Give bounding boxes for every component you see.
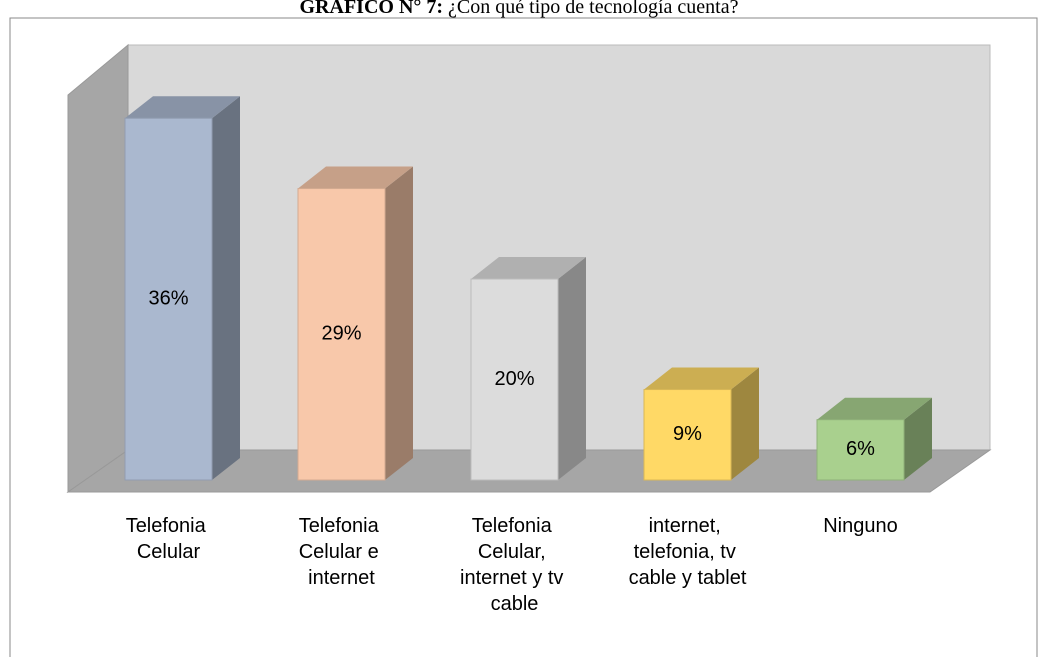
bar bbox=[643, 367, 759, 481]
x-tick-label: Ninguno bbox=[823, 515, 898, 537]
bar-front bbox=[124, 117, 213, 481]
data-label: 6% bbox=[846, 438, 875, 460]
bar bbox=[816, 397, 932, 481]
bar-side bbox=[731, 367, 759, 480]
data-label: 9% bbox=[673, 423, 702, 445]
bar-side bbox=[558, 257, 586, 480]
title-prefix: GRÁFICO N° 7: bbox=[300, 0, 444, 18]
title-text: ¿Con qué tipo de tecnología cuenta? bbox=[448, 0, 739, 18]
data-label: 20% bbox=[494, 368, 534, 390]
data-label: 29% bbox=[321, 323, 361, 345]
bar-top bbox=[817, 397, 932, 420]
bar-front bbox=[297, 188, 386, 481]
bar-top bbox=[471, 257, 586, 279]
bar-side bbox=[904, 397, 932, 480]
bar bbox=[124, 96, 240, 481]
side-wall bbox=[67, 43, 129, 493]
bar-top bbox=[125, 96, 240, 119]
bar-top bbox=[644, 367, 759, 390]
bar bbox=[297, 166, 413, 481]
bar-front bbox=[470, 278, 559, 481]
chart-title: GRÁFICO N° 7: ¿Con qué tipo de tecnologí… bbox=[300, 0, 739, 18]
x-tick-label: Telefonia Celular bbox=[126, 515, 212, 563]
bar bbox=[470, 257, 586, 481]
x-tick-label: Telefonia Celular e internet bbox=[299, 515, 385, 589]
bar-front bbox=[816, 419, 905, 481]
bar-front bbox=[643, 389, 732, 481]
x-tick-label: Telefonia Celular, internet y tv cable bbox=[460, 515, 569, 615]
bar-top bbox=[298, 166, 413, 189]
bar-side bbox=[212, 96, 240, 480]
bar-side bbox=[385, 166, 413, 481]
x-tick-label: internet, telefonia, tv cable y tablet bbox=[629, 515, 747, 589]
data-label: 36% bbox=[148, 287, 188, 309]
